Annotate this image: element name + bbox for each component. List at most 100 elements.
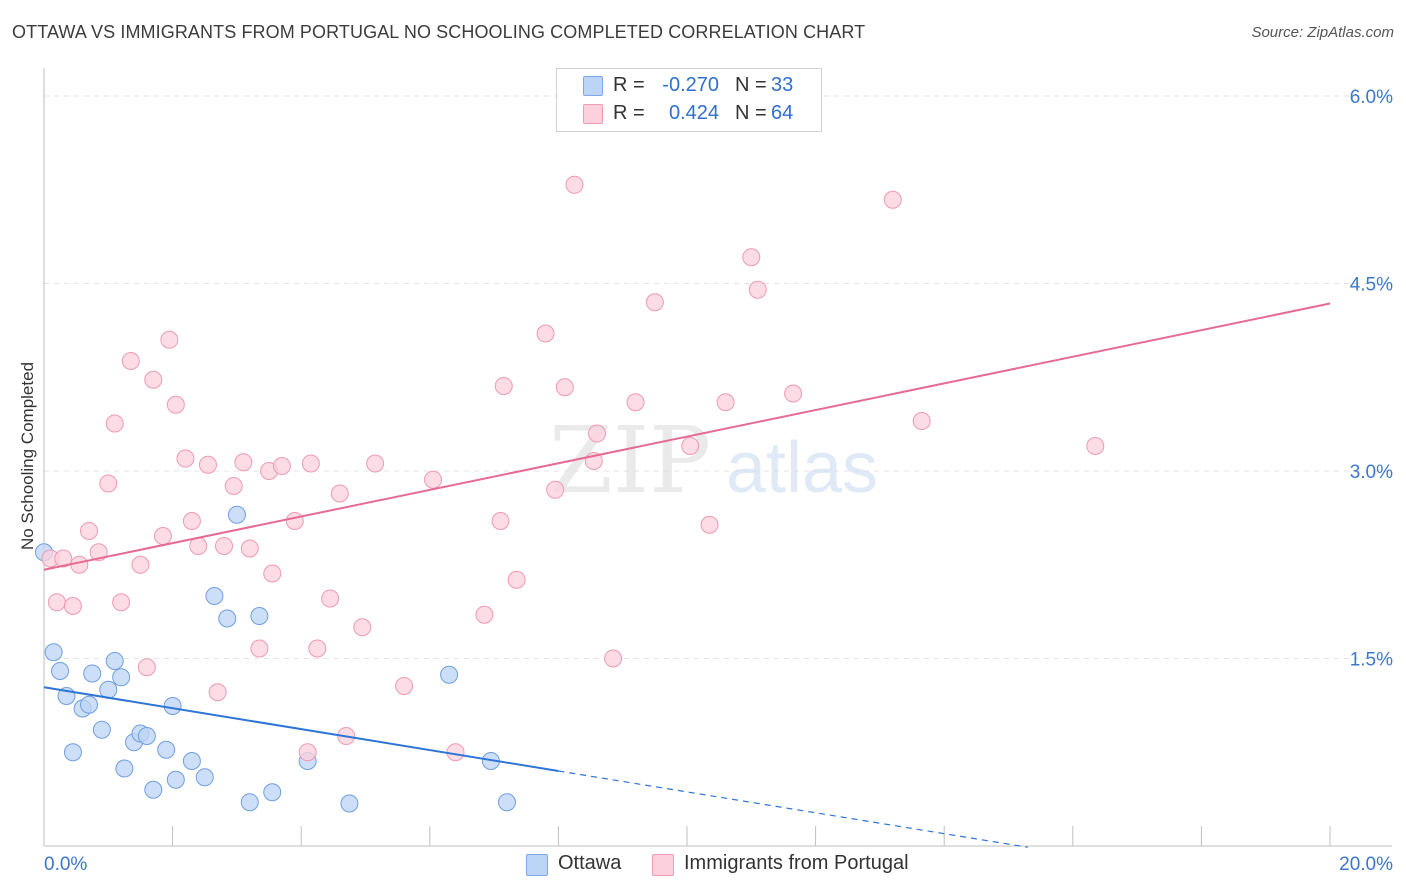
ottawa-point <box>115 759 134 778</box>
ottawa-point <box>63 743 82 762</box>
portugal-point <box>645 293 664 312</box>
portugal-point <box>912 412 931 430</box>
portugal-point <box>160 330 179 349</box>
ottawa-point <box>440 665 459 684</box>
ottawa-point <box>166 770 185 789</box>
portugal-point <box>224 477 243 495</box>
ottawa-point <box>218 609 237 628</box>
y-tick-label: 1.5% <box>1350 650 1393 671</box>
portugal-swatch <box>583 104 603 124</box>
n-value: 64 <box>771 102 794 124</box>
portugal-point <box>131 555 150 574</box>
r-value: -0.270 <box>662 74 719 96</box>
y-tick-label: 4.5% <box>1350 275 1393 296</box>
portugal-point <box>63 597 82 615</box>
legend-row-ottawa: R = -0.270 N = 33 <box>557 72 821 100</box>
portugal-point <box>446 743 465 762</box>
portugal-point <box>137 658 156 677</box>
portugal-point <box>555 378 574 397</box>
ottawa-trend-line <box>43 686 559 772</box>
portugal-point <box>263 564 282 583</box>
portugal-point <box>1086 437 1105 455</box>
portugal-point <box>54 549 73 568</box>
ottawa-point <box>163 697 182 715</box>
portugal-point <box>234 453 253 472</box>
ottawa-point <box>51 662 70 680</box>
portugal-point <box>144 370 163 389</box>
ottawa-point <box>497 793 516 812</box>
portugal-point <box>250 639 269 658</box>
portugal-point <box>681 437 700 455</box>
y-tick-label: 6.0% <box>1350 87 1393 108</box>
ottawa-point <box>227 505 246 524</box>
portugal-point <box>198 455 217 474</box>
ottawa-point <box>205 587 224 605</box>
portugal-point <box>353 618 372 637</box>
portugal-point <box>153 527 172 545</box>
portugal-point <box>700 515 719 534</box>
ottawa-point <box>137 727 156 745</box>
watermark-atlas: atlas <box>726 428 878 508</box>
n-value: 33 <box>771 74 794 96</box>
portugal-point <box>112 593 131 612</box>
series-legend: Ottawa Immigrants from Portugal <box>0 852 1406 880</box>
ottawa-trend-extension <box>558 770 1028 848</box>
ottawa-point <box>105 652 124 670</box>
portugal-point <box>240 539 259 558</box>
portugal-point <box>105 414 124 433</box>
ottawa-point <box>250 607 269 625</box>
ottawa-point <box>92 720 111 739</box>
axes <box>43 68 1392 847</box>
chart-title: OTTAWA VS IMMIGRANTS FROM PORTUGAL NO SC… <box>12 22 866 42</box>
ottawa-point <box>340 794 359 813</box>
n-label: N = <box>735 74 767 96</box>
watermark: ZIP atlas <box>549 407 878 514</box>
portugal-point <box>330 484 349 503</box>
portugal-point <box>308 639 327 658</box>
portugal-point <box>70 555 89 574</box>
portugal-point <box>587 424 606 443</box>
portugal-point <box>99 474 118 493</box>
portugal-legend-label: Immigrants from Portugal <box>684 852 909 874</box>
r-label: R = <box>613 74 645 96</box>
x-tick-label-max: 20.0% <box>1339 854 1393 875</box>
portugal-point <box>395 677 414 695</box>
portugal-trend-line <box>43 302 1331 571</box>
portugal-point <box>272 457 291 475</box>
portugal-point <box>494 377 513 395</box>
portugal-point <box>301 454 320 473</box>
source-credit: Source: ZipAtlas.com <box>1251 24 1394 41</box>
portugal-point <box>742 248 761 267</box>
portugal-legend-swatch <box>652 854 674 876</box>
portugal-point <box>565 175 584 194</box>
portugal-point <box>491 512 510 530</box>
y-tick-label: 3.0% <box>1350 462 1393 483</box>
ottawa-point <box>83 664 102 683</box>
portugal-point <box>176 449 195 468</box>
portugal-point <box>366 454 385 473</box>
portugal-point <box>298 743 317 762</box>
portugal-point <box>536 324 555 343</box>
portugal-point <box>80 522 99 540</box>
ottawa-point <box>80 695 99 714</box>
gridlines <box>44 95 1392 659</box>
portugal-point <box>47 593 66 612</box>
portugal-point <box>546 480 565 499</box>
ottawa-point <box>99 680 118 699</box>
portugal-point <box>285 512 304 530</box>
ottawa-point <box>195 768 214 787</box>
portugal-point <box>883 190 902 209</box>
portugal-point <box>321 589 340 608</box>
portugal-point <box>784 384 803 403</box>
ottawa-legend-swatch <box>526 854 548 876</box>
portugal-point <box>626 393 645 412</box>
portugal-point <box>748 280 767 299</box>
n-label: N = <box>735 102 767 124</box>
ottawa-swatch <box>583 76 603 96</box>
r-label: R = <box>613 102 645 124</box>
ottawa-point <box>263 783 282 802</box>
r-value: 0.424 <box>668 102 719 124</box>
trend-lines <box>43 302 1331 848</box>
x-tick-label-min: 0.0% <box>44 854 87 875</box>
